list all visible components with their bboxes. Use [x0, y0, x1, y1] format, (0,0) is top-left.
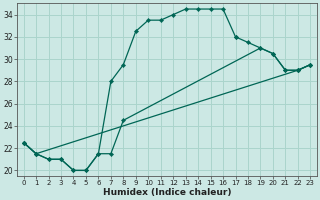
X-axis label: Humidex (Indice chaleur): Humidex (Indice chaleur) [103, 188, 231, 197]
